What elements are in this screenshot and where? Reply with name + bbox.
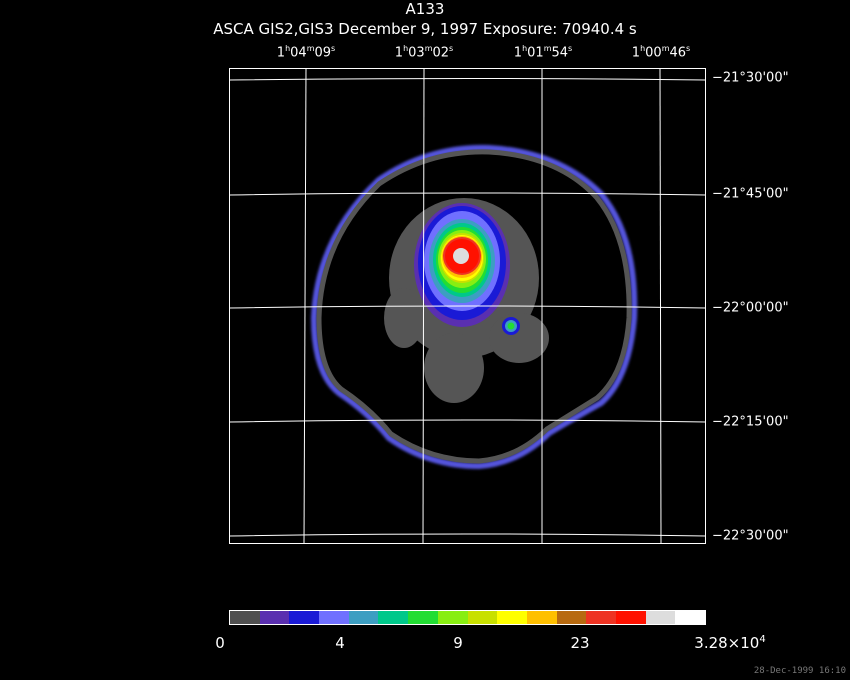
colorbar-swatch — [437, 611, 468, 624]
colorbar-swatch — [615, 611, 646, 624]
dec-tick-label: −22°15'00" — [712, 414, 789, 430]
colorbar-label: 23 — [570, 634, 590, 652]
observation-subtitle: ASCA GIS2,GIS3 December 9, 1997 Exposure… — [213, 20, 637, 38]
ra-tick-label: 1h01m54s — [513, 44, 573, 61]
colorbar — [229, 610, 706, 625]
colorbar-label: 9 — [453, 634, 463, 652]
ra-tick-label: 1h04m09s — [276, 44, 336, 61]
colorbar-swatch — [289, 611, 320, 624]
colorbar-swatch — [497, 611, 527, 624]
colorbar-swatch — [467, 611, 498, 624]
colorbar-swatch — [378, 611, 409, 624]
ra-tick-label: 1h03m02s — [394, 44, 454, 61]
colorbar-swatch — [319, 611, 349, 624]
dec-tick-label: −21°45'00" — [712, 186, 789, 202]
colorbar-swatch — [259, 611, 290, 624]
colorbar-max-label: 3.28×104 — [694, 634, 766, 652]
dec-tick-label: −21°30'00" — [712, 70, 789, 86]
ra-tick-label: 1h00m46s — [631, 44, 691, 61]
colorbar-swatch — [586, 611, 616, 624]
dec-tick-label: −22°30'00" — [712, 528, 789, 544]
dec-tick-label: −22°00'00" — [712, 300, 789, 316]
colorbar-label: 4 — [335, 634, 345, 652]
image-frame — [229, 68, 706, 544]
colorbar-swatch — [526, 611, 557, 624]
point-source — [507, 322, 515, 330]
colorbar-swatch — [348, 611, 379, 624]
detector-rim — [310, 144, 638, 470]
image-title: A133 — [405, 0, 445, 18]
cluster-core — [453, 248, 469, 264]
colorbar-swatch — [675, 611, 705, 624]
timestamp: 28-Dec-1999 16:10 — [753, 666, 846, 676]
colorbar-swatch — [645, 611, 676, 624]
colorbar-swatch — [556, 611, 587, 624]
xray-image — [229, 68, 706, 544]
colorbar-swatch — [230, 611, 260, 624]
colorbar-swatch — [408, 611, 438, 624]
colorbar-label: 0 — [215, 634, 225, 652]
coordinate-grid — [229, 68, 706, 544]
